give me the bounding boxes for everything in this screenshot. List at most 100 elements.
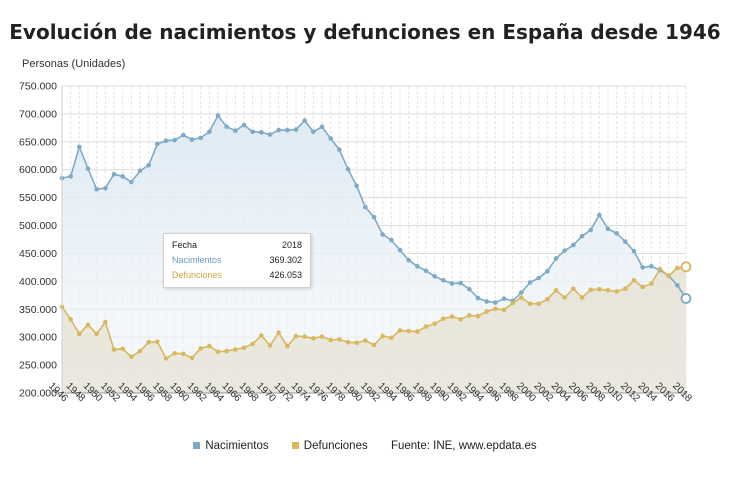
y-tick-label: 400.000 bbox=[19, 276, 57, 288]
point-defunciones-1995 bbox=[484, 309, 489, 314]
point-defunciones-1982 bbox=[371, 342, 377, 348]
point-defunciones-1992 bbox=[458, 317, 463, 322]
point-nacimientos-1956 bbox=[146, 162, 151, 168]
legend-item-defunciones[interactable]: Defunciones bbox=[291, 440, 368, 452]
point-nacimientos-1984 bbox=[389, 237, 394, 243]
point-nacimientos-1971 bbox=[276, 127, 281, 133]
point-defunciones-2010 bbox=[614, 289, 619, 294]
data-tooltip: Fecha 2018 Nacimientos 369.302 Defuncion… bbox=[163, 233, 311, 288]
point-nacimientos-1981 bbox=[363, 204, 368, 210]
point-nacimientos-1953 bbox=[120, 174, 125, 179]
point-defunciones-2007 bbox=[588, 287, 593, 293]
point-nacimientos-2018 bbox=[680, 293, 692, 304]
point-defunciones-1955 bbox=[137, 348, 143, 354]
legend-label-nacimientos: Nacimientos bbox=[205, 440, 269, 452]
point-nacimientos-1961 bbox=[189, 137, 195, 142]
point-defunciones-1980 bbox=[354, 340, 359, 346]
point-defunciones-2012 bbox=[631, 277, 637, 283]
point-nacimientos-1988 bbox=[423, 268, 429, 274]
point-defunciones-1949 bbox=[85, 322, 91, 328]
point-nacimientos-2017 bbox=[675, 282, 680, 288]
point-defunciones-2003 bbox=[553, 287, 559, 293]
y-tick-label: 250.000 bbox=[19, 360, 57, 372]
point-defunciones-1968 bbox=[250, 341, 255, 347]
point-nacimientos-1965 bbox=[224, 124, 229, 130]
y-tick-label: 700.000 bbox=[19, 108, 57, 120]
point-nacimientos-1957 bbox=[155, 141, 160, 147]
axes bbox=[61, 86, 687, 397]
y-tick-label: 450.000 bbox=[19, 248, 57, 260]
point-nacimientos-2012 bbox=[631, 248, 637, 254]
point-defunciones-1948 bbox=[77, 331, 82, 337]
point-nacimientos-1974 bbox=[302, 118, 307, 123]
point-nacimientos-2014 bbox=[649, 263, 654, 269]
tooltip-header-value: 2018 bbox=[281, 240, 302, 250]
point-defunciones-1986 bbox=[406, 328, 411, 334]
legend-label-defunciones: Defunciones bbox=[303, 440, 368, 452]
point-nacimientos-2001 bbox=[536, 275, 541, 281]
point-defunciones-2009 bbox=[605, 287, 611, 293]
point-defunciones-1956 bbox=[146, 339, 151, 345]
point-defunciones-1987 bbox=[415, 329, 420, 334]
point-nacimientos-1979 bbox=[345, 166, 351, 172]
y-axis-label: Personas (Unidades) bbox=[22, 58, 126, 70]
tooltip-nacimientos-value: 369.302 bbox=[269, 255, 302, 265]
point-defunciones-1989 bbox=[432, 321, 437, 327]
point-nacimientos-2008 bbox=[597, 212, 602, 218]
point-defunciones-1996 bbox=[493, 306, 498, 312]
point-defunciones-1967 bbox=[241, 345, 247, 351]
point-nacimientos-1947 bbox=[68, 174, 73, 179]
point-nacimientos-2005 bbox=[571, 242, 576, 248]
point-defunciones-1998 bbox=[510, 300, 515, 306]
point-defunciones-1947 bbox=[68, 317, 73, 322]
point-nacimientos-1959 bbox=[172, 137, 177, 143]
point-defunciones-1969 bbox=[259, 333, 264, 338]
y-tick-label: 350.000 bbox=[19, 304, 57, 316]
point-defunciones-1970 bbox=[267, 343, 273, 348]
point-nacimientos-1968 bbox=[250, 129, 255, 135]
point-defunciones-1993 bbox=[467, 313, 472, 318]
point-nacimientos-2013 bbox=[640, 265, 645, 270]
point-nacimientos-1948 bbox=[77, 144, 82, 150]
point-defunciones-2005 bbox=[571, 286, 576, 291]
legend-swatch-nacimientos bbox=[193, 442, 201, 450]
point-nacimientos-1955 bbox=[137, 168, 143, 174]
point-defunciones-2004 bbox=[562, 295, 567, 300]
point-defunciones-1978 bbox=[337, 337, 342, 342]
point-defunciones-1994 bbox=[475, 313, 481, 319]
point-defunciones-1952 bbox=[111, 347, 117, 352]
y-tick-label: 650.000 bbox=[19, 136, 57, 148]
point-defunciones-1981 bbox=[363, 338, 368, 343]
point-defunciones-2006 bbox=[579, 295, 585, 300]
point-nacimientos-1989 bbox=[432, 274, 437, 279]
point-nacimientos-1972 bbox=[285, 127, 290, 133]
point-nacimientos-1962 bbox=[198, 135, 203, 141]
y-tick-label: 300.000 bbox=[19, 332, 57, 344]
point-nacimientos-1951 bbox=[103, 185, 108, 191]
tooltip-header-label: Fecha bbox=[172, 240, 198, 250]
point-defunciones-1950 bbox=[94, 331, 99, 337]
point-defunciones-1997 bbox=[501, 307, 507, 313]
point-defunciones-1983 bbox=[380, 333, 385, 339]
point-defunciones-2014 bbox=[649, 281, 654, 286]
point-defunciones-2016 bbox=[666, 273, 671, 279]
point-defunciones-1958 bbox=[163, 356, 169, 361]
point-nacimientos-1996 bbox=[493, 300, 498, 305]
point-defunciones-1979 bbox=[345, 339, 351, 345]
point-defunciones-1990 bbox=[441, 316, 446, 322]
point-nacimientos-1977 bbox=[328, 136, 333, 141]
point-nacimientos-1970 bbox=[267, 132, 273, 137]
point-nacimientos-1963 bbox=[207, 129, 212, 135]
tooltip-defunciones-label: Defunciones bbox=[172, 270, 223, 280]
point-defunciones-2015 bbox=[657, 266, 663, 272]
point-nacimientos-1982 bbox=[371, 214, 377, 220]
point-nacimientos-2000 bbox=[527, 280, 533, 285]
legend-item-nacimientos[interactable]: Nacimientos bbox=[193, 440, 269, 452]
point-nacimientos-1986 bbox=[406, 257, 411, 263]
point-nacimientos-2003 bbox=[553, 256, 559, 261]
point-nacimientos-1980 bbox=[354, 183, 359, 189]
point-nacimientos-2007 bbox=[588, 227, 593, 233]
point-nacimientos-2009 bbox=[605, 226, 611, 232]
y-tick-label: 550.000 bbox=[19, 192, 57, 204]
